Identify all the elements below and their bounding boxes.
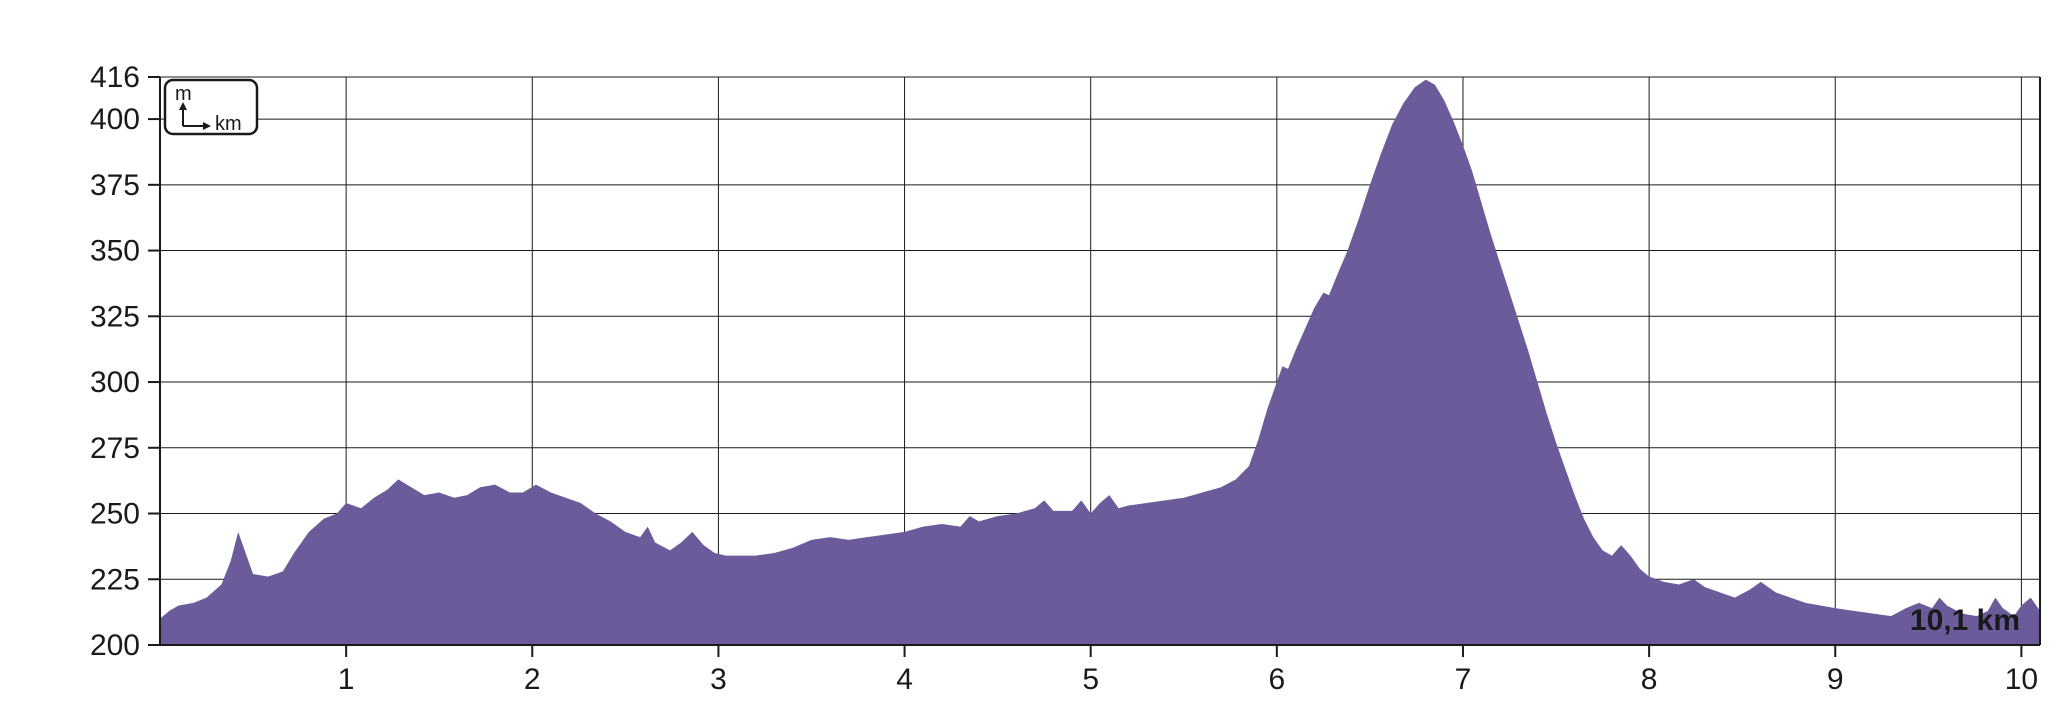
- y-tick-label: 250: [90, 498, 140, 531]
- y-tick-label: 375: [90, 169, 140, 202]
- y-tick-label: 300: [90, 366, 140, 399]
- x-tick-label: 2: [524, 663, 541, 696]
- end-distance-label: 10,1 km: [1910, 604, 2020, 637]
- y-tick-label: 400: [90, 103, 140, 136]
- x-tick-label: 8: [1641, 663, 1658, 696]
- legend-x-unit: km: [215, 113, 242, 135]
- y-tick-label: 225: [90, 563, 140, 596]
- x-tick-label: 3: [710, 663, 727, 696]
- elevation-svg: 200 225 250 275 300 325 350 375 400 416 1 2 3 4 5 6 7 8 9 1…: [0, 0, 2067, 709]
- y-tick-label: 416: [90, 61, 140, 94]
- x-tick-label: 7: [1455, 663, 1472, 696]
- x-tick-label: 4: [896, 663, 913, 696]
- x-tick-label: 6: [1268, 663, 1285, 696]
- x-tick-label: 5: [1082, 663, 1099, 696]
- x-tick-label: 10: [2005, 663, 2038, 696]
- y-tick-label: 275: [90, 432, 140, 465]
- y-tick-label: 325: [90, 300, 140, 333]
- x-tick-label: 1: [338, 663, 355, 696]
- x-tick-label: 9: [1827, 663, 1844, 696]
- y-tick-label: 200: [90, 629, 140, 662]
- legend-y-unit: m: [175, 83, 192, 105]
- axis-units-legend: m km: [165, 80, 257, 135]
- elevation-chart: { "chart": { "type": "area", "width": 20…: [0, 0, 2067, 709]
- y-tick-label: 350: [90, 235, 140, 268]
